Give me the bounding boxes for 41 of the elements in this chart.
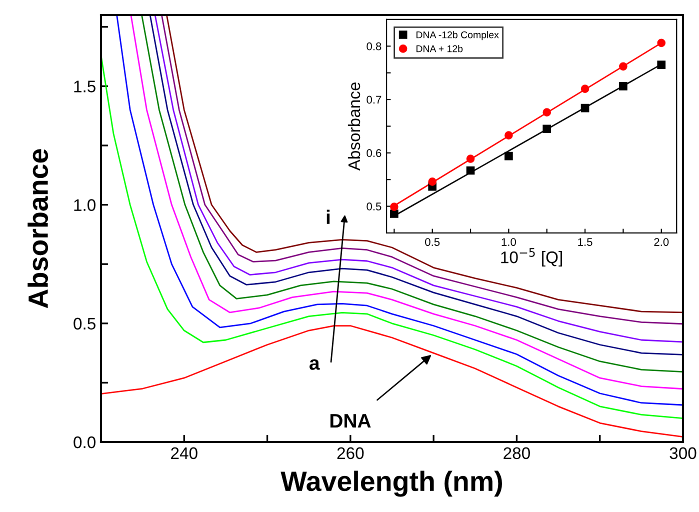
legend-label: DNA -12b Complex — [416, 31, 499, 40]
x-axis-title: Wavelength (nm) — [280, 470, 502, 497]
x-tick-label: 0.5 — [425, 238, 440, 246]
point — [580, 84, 590, 94]
y-tick-label: 0.7 — [366, 96, 382, 104]
point — [657, 60, 666, 69]
point — [504, 131, 513, 140]
point — [466, 154, 475, 163]
point — [619, 82, 628, 90]
x-tick-label: 240 — [171, 447, 198, 460]
y-axis-title: Absorbance — [348, 82, 360, 171]
point — [542, 108, 552, 116]
annotation: DNA — [330, 414, 371, 428]
x-tick-label: 280 — [504, 447, 530, 460]
x-tick-label: 1.5 — [578, 238, 592, 246]
point — [390, 210, 398, 218]
point — [580, 104, 590, 112]
y-tick-label: 0.6 — [366, 149, 382, 158]
point — [504, 152, 513, 160]
y-tick-label: 1.5 — [74, 80, 96, 92]
x-tick-label: 300 — [670, 447, 696, 460]
point — [657, 38, 666, 48]
y-tick-label: 0.8 — [366, 42, 382, 50]
y-axis-title: Absorbance — [28, 149, 48, 308]
point — [619, 62, 628, 71]
annotation: a — [310, 359, 320, 370]
y-tick-label: 0.5 — [74, 318, 96, 330]
point — [466, 166, 475, 175]
legend-label: DNA + 12b — [416, 45, 463, 52]
x-tick-label: 260 — [337, 447, 364, 460]
line-series — [101, 325, 683, 438]
point — [542, 124, 552, 134]
x-axis-title: 10$^{−5}$ [Q] — [501, 248, 562, 267]
annotation: i — [326, 210, 330, 224]
x-tick-label: 2.0 — [654, 238, 669, 246]
point — [390, 202, 398, 211]
y-tick-label: 0.0 — [74, 436, 96, 448]
y-tick-label: 0.5 — [366, 202, 382, 210]
x-tick-label: 1.0 — [502, 238, 516, 246]
point — [428, 178, 437, 186]
y-tick-label: 1.0 — [74, 199, 96, 211]
